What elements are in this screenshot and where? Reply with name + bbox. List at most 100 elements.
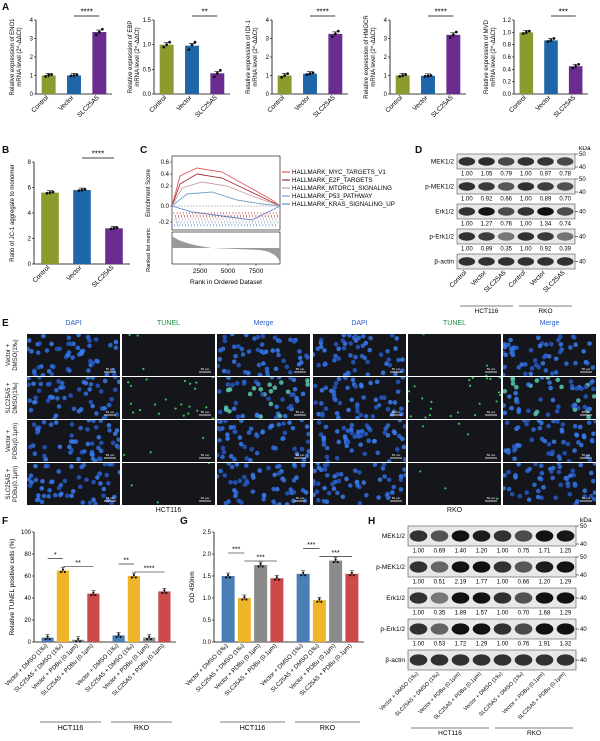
data-point [280, 75, 284, 79]
micrograph-cells: 50 μm [422, 334, 497, 376]
cell-nucleus [47, 381, 52, 387]
group-label: HCT116 [58, 725, 84, 732]
data-point [47, 73, 51, 77]
cell-nucleus [56, 469, 61, 474]
cell-nucleus [424, 416, 427, 419]
cell-nucleus [343, 377, 348, 381]
bar-control [519, 32, 534, 94]
cell-nucleus [238, 441, 244, 447]
cell-nucleus [101, 486, 107, 492]
cell-nucleus [241, 381, 247, 386]
cell-nucleus [280, 397, 285, 402]
cell-nucleus [239, 346, 245, 352]
blot-band [535, 592, 554, 604]
blot-band [409, 561, 428, 573]
data-point [163, 589, 166, 592]
blot-band [517, 182, 535, 191]
cell-nucleus [556, 454, 562, 459]
cell-nucleus [251, 386, 257, 391]
cell-nucleus [54, 387, 59, 393]
cell-nucleus [568, 473, 573, 478]
cell-nucleus [127, 381, 130, 384]
cell-nucleus [242, 482, 248, 487]
cell-nucleus [536, 335, 541, 341]
column-header-merge: Merge [253, 320, 274, 327]
blot-h: kDa MEK1/2 1.00 0.69 1.40 1.20 1.00 0.75 1.71 1.2… [376, 517, 592, 737]
blot-band [472, 561, 491, 573]
data-point [193, 40, 197, 44]
y-tick-label: 0.4 [161, 172, 170, 178]
cell-nucleus [318, 337, 324, 343]
cell-nucleus [270, 348, 276, 353]
cell-nucleus [189, 382, 192, 385]
cell-nucleus [231, 406, 237, 411]
cell-nucleus [193, 387, 197, 390]
y-tick-label: 2.5 [203, 530, 212, 536]
blot-band [556, 207, 574, 216]
blot-band [556, 592, 575, 604]
x-tick-label: 2500 [193, 268, 208, 275]
blot-band [535, 530, 554, 542]
y-tick-label: 0.5 [143, 67, 152, 73]
quant-value: 2.19 [455, 580, 467, 586]
cell-nucleus [98, 420, 104, 423]
cell-nucleus [32, 451, 38, 457]
scale-bar-label: 50 μm [487, 453, 496, 457]
data-point [50, 73, 54, 76]
micrograph-tunel: 50 μm [122, 420, 215, 462]
bar-slc25a5 [105, 228, 123, 264]
cell-nucleus [322, 361, 328, 367]
cell-nucleus [66, 335, 72, 341]
bar-vector [73, 190, 91, 264]
bar [158, 591, 171, 642]
cell-nucleus [360, 334, 366, 339]
cell-nucleus [70, 488, 76, 494]
data-point [243, 595, 246, 599]
cell-nucleus [549, 469, 554, 474]
panel-label-c: C [140, 145, 148, 156]
cell-nucleus [372, 438, 377, 444]
quant-value: 1.00 [497, 642, 509, 648]
bar [254, 565, 268, 642]
bar [345, 573, 359, 642]
cell-nucleus [89, 451, 95, 457]
cell-nucleus [69, 433, 74, 438]
y-tick-label: 0.2 [161, 184, 170, 190]
cell-nucleus [35, 350, 41, 355]
cell-nucleus [27, 377, 31, 381]
bar-vector [185, 45, 199, 94]
x-tick-label: Control [266, 94, 286, 114]
cell-nucleus [373, 397, 379, 403]
cell-nucleus [556, 404, 561, 410]
cell-nucleus [58, 482, 64, 488]
cell-nucleus [254, 432, 259, 437]
cell-nucleus [244, 456, 250, 461]
data-point [165, 43, 169, 47]
quant-value: 1.00 [413, 611, 425, 617]
cell-nucleus [408, 400, 410, 403]
y-axis-label: mRNA level (2^-ΔΔCt) [371, 27, 377, 86]
cell-nucleus [364, 492, 369, 498]
cell-nucleus [187, 412, 190, 415]
cell-nucleus [389, 490, 395, 495]
quant-value: 1.40 [455, 549, 467, 555]
data-point [524, 30, 528, 34]
cell-nucleus [217, 363, 221, 369]
cell-nucleus [398, 487, 404, 492]
data-point [577, 63, 581, 66]
cell-nucleus [76, 475, 82, 480]
bar-vector [67, 75, 81, 94]
blot-band [478, 207, 495, 216]
y-tick-label: 1 [384, 74, 388, 80]
cell-nucleus [259, 342, 265, 347]
cell-nucleus [237, 435, 243, 440]
data-point [94, 33, 98, 37]
cell-nucleus [239, 420, 244, 424]
cell-nucleus [242, 474, 247, 480]
micrograph-cells: 50 μm [127, 377, 215, 419]
cell-nucleus [468, 379, 471, 382]
cell-nucleus [288, 377, 293, 381]
micrograph-cells: 50 μm [313, 377, 406, 419]
data-point [187, 48, 191, 51]
